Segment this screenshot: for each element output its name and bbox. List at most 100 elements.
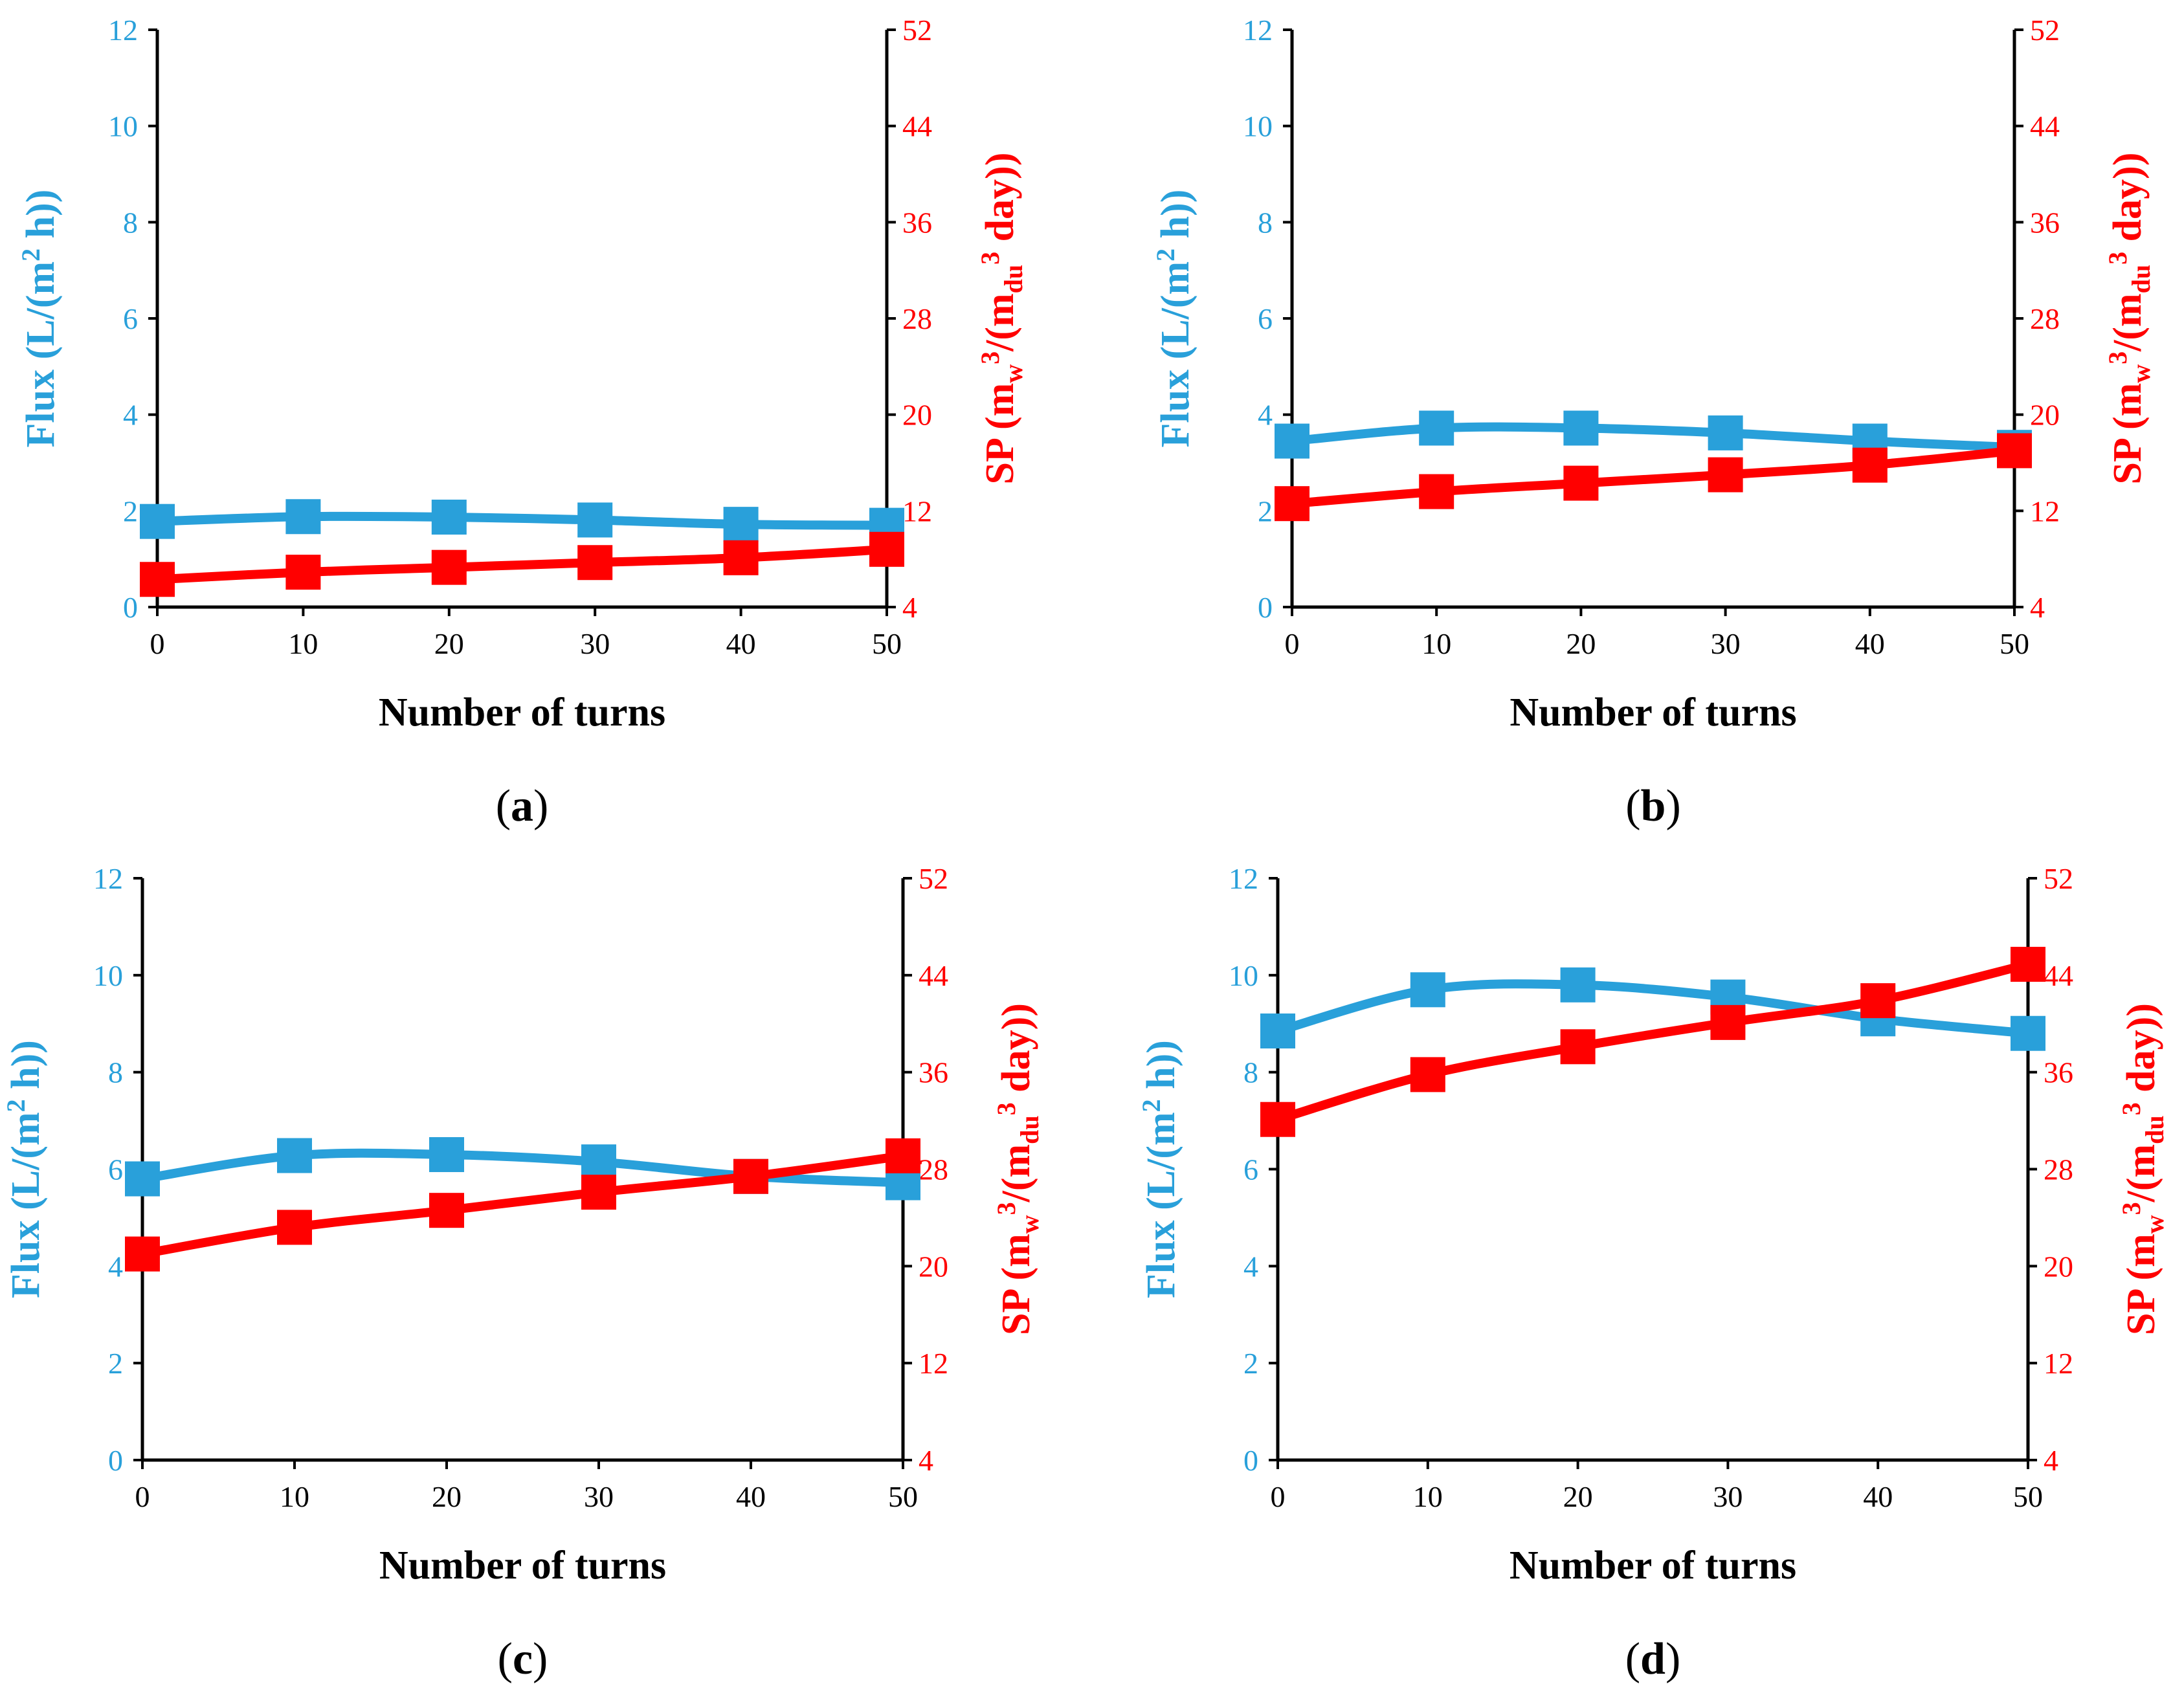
- data-point-sp: [1419, 474, 1454, 509]
- data-point-sp: [140, 562, 175, 597]
- x-tick-label: 30: [1713, 1480, 1743, 1513]
- y-left-tick-label: 12: [1229, 862, 1258, 895]
- y-right-tick-label: 12: [2044, 1347, 2073, 1380]
- data-point-flux: [1563, 410, 1599, 446]
- y-left-tick-label: 4: [108, 1250, 123, 1283]
- y-left-tick-label: 6: [123, 302, 138, 335]
- y-left-tick-label: 2: [123, 494, 138, 527]
- x-tick-label: 40: [1855, 627, 1885, 660]
- series-line-flux: [1287, 422, 2019, 452]
- y-left-tick-label: 4: [1243, 1250, 1258, 1283]
- data-point-sp: [1563, 465, 1599, 501]
- x-tick-label: 10: [1413, 1480, 1443, 1513]
- x-tick-label: 30: [584, 1480, 614, 1513]
- y-right-axis-label: SP (mw3/(mdu3 day)): [2117, 1003, 2169, 1335]
- x-tick-label: 20: [1563, 1480, 1593, 1513]
- data-point-sp: [1860, 983, 1896, 1019]
- chart-panel-c: 0 2 4 6 8 10 12 4 12 20 28 36 44 52 0 10 20 30 40 50 Number …: [1, 862, 1044, 1684]
- data-point-flux: [577, 502, 613, 538]
- x-axis-label: Number of turns: [1510, 1544, 1796, 1588]
- x-tick-label: 40: [736, 1480, 766, 1513]
- y-left-tick-label: 0: [1243, 1444, 1258, 1477]
- x-tick-label: 30: [580, 627, 610, 660]
- data-point-flux: [1275, 423, 1309, 459]
- data-point-sp: [1275, 486, 1309, 522]
- y-left-tick-label: 6: [108, 1153, 123, 1186]
- y-left-tick-label: 2: [108, 1347, 123, 1380]
- y-right-tick-label: 28: [2044, 1153, 2073, 1186]
- y-left-tick-label: 8: [123, 206, 138, 239]
- data-point-flux: [429, 1137, 464, 1173]
- x-tick-label: 0: [150, 627, 165, 660]
- y-left-axis-label: Flux (L/(m2 h)): [1151, 190, 1198, 448]
- y-right-tick-label: 28: [902, 302, 932, 335]
- y-left-tick-label: 8: [108, 1056, 123, 1089]
- data-point-sp: [733, 1158, 768, 1194]
- panel-label: (d): [1625, 1634, 1681, 1684]
- data-point-sp: [1997, 433, 2032, 469]
- data-point-sp: [1410, 1057, 1445, 1092]
- y-right-tick-label: 4: [902, 591, 917, 624]
- y-right-tick-label: 28: [919, 1153, 948, 1186]
- y-right-tick-label: 4: [919, 1444, 933, 1477]
- data-point-sp: [431, 549, 467, 585]
- y-left-tick-label: 0: [108, 1444, 123, 1477]
- series-line-flux: [1273, 979, 2033, 1038]
- data-point-flux: [285, 499, 321, 535]
- data-point-sp: [277, 1210, 312, 1245]
- y-right-tick-label: 20: [2044, 1250, 2073, 1283]
- y-left-tick-label: 12: [108, 14, 138, 47]
- y-right-axis-label: SP (mw3/(mdu3 day)): [975, 153, 1028, 485]
- panel-label: (b): [1625, 781, 1681, 831]
- data-point-flux: [125, 1161, 160, 1197]
- y-right-tick-label: 20: [2030, 399, 2060, 432]
- y-right-tick-label: 52: [919, 862, 948, 895]
- y-right-axis-label: SP (mw3/(mdu3 day)): [2103, 153, 2156, 485]
- x-tick-label: 30: [1711, 627, 1741, 660]
- x-tick-label: 10: [288, 627, 318, 660]
- y-left-axis-label: Flux (L/(m2 h)): [1137, 1040, 1183, 1298]
- y-right-tick-label: 52: [2030, 14, 2060, 47]
- x-tick-label: 10: [280, 1480, 309, 1513]
- x-axis-label: Number of turns: [379, 1544, 666, 1588]
- y-left-tick-label: 0: [123, 591, 138, 624]
- y-right-tick-label: 12: [902, 494, 932, 527]
- y-left-tick-label: 10: [93, 959, 123, 992]
- x-tick-label: 50: [888, 1480, 918, 1513]
- data-point-flux: [277, 1138, 312, 1173]
- data-point-sp: [1708, 457, 1743, 493]
- x-tick-label: 10: [1421, 627, 1451, 660]
- y-right-tick-label: 12: [2030, 494, 2060, 527]
- y-right-tick-label: 44: [2030, 110, 2060, 143]
- x-axis-label: Number of turns: [1510, 691, 1796, 735]
- data-point-flux: [1708, 415, 1743, 450]
- y-left-axis-label: Flux (L/(m2 h)): [1, 1040, 48, 1298]
- data-point-sp: [886, 1138, 920, 1173]
- y-left-tick-label: 8: [1258, 206, 1273, 239]
- data-point-sp: [1710, 1004, 1746, 1040]
- panel-label: (c): [498, 1634, 548, 1684]
- y-left-tick-label: 4: [123, 399, 138, 432]
- data-point-flux: [140, 504, 175, 539]
- y-right-tick-label: 4: [2030, 591, 2045, 624]
- x-tick-label: 0: [135, 1480, 150, 1513]
- y-left-tick-label: 2: [1243, 1347, 1258, 1380]
- data-point-flux: [1260, 1013, 1295, 1048]
- data-point-sp: [723, 540, 759, 575]
- chart-panel-a: 0 2 4 6 8 10 12 4 12 20 28 36 44 52 0 10 20 30 40 50 Number …: [16, 14, 1028, 831]
- x-tick-label: 50: [2013, 1480, 2043, 1513]
- series-line-sp: [153, 544, 891, 584]
- data-point-flux: [1560, 967, 1596, 1003]
- x-tick-label: 50: [2000, 627, 2029, 660]
- x-tick-label: 0: [1285, 627, 1300, 660]
- data-point-sp: [869, 531, 904, 567]
- y-left-axis-label: Flux (L/(m2 h)): [16, 190, 63, 448]
- data-point-flux: [723, 507, 759, 542]
- data-point-sp: [285, 555, 321, 590]
- y-right-tick-label: 36: [902, 206, 932, 239]
- y-right-tick-label: 44: [902, 110, 932, 143]
- data-point-flux: [581, 1144, 616, 1180]
- data-point-flux: [1419, 410, 1454, 446]
- y-right-tick-label: 28: [2030, 302, 2060, 335]
